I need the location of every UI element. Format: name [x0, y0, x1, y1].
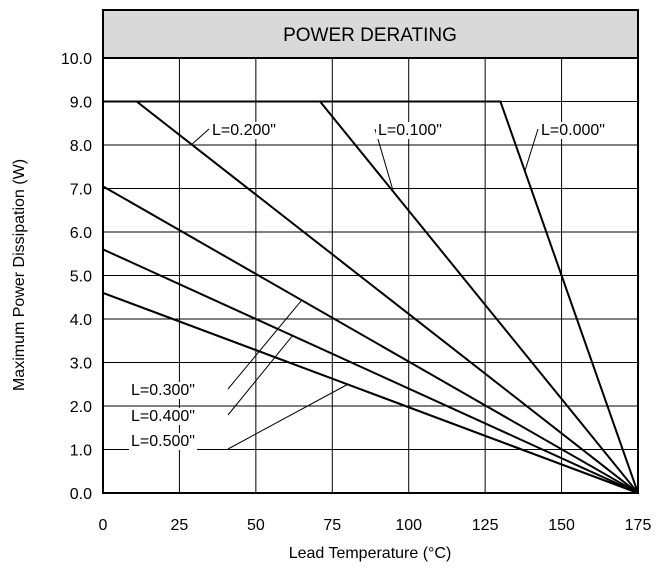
- x-tick-label: 150: [548, 517, 575, 534]
- x-tick-label: 50: [247, 517, 265, 534]
- series-line: [103, 100, 639, 494]
- x-tick-label: 25: [171, 517, 189, 534]
- y-tick-label: 4.0: [70, 312, 92, 329]
- y-tick-label: 5.0: [70, 269, 92, 286]
- series-label-bg: [129, 433, 197, 450]
- label-leader: [374, 128, 394, 192]
- y-tick-label: 6.0: [70, 225, 92, 242]
- x-tick-label: 175: [625, 517, 652, 534]
- x-axis-title: Lead Temperature (°C): [289, 545, 452, 562]
- series-label-bg: [376, 122, 444, 139]
- series-label: L=0.500": [131, 433, 195, 450]
- y-tick-label: 1.0: [70, 443, 92, 460]
- label-leader: [524, 128, 539, 172]
- series-label: L=0.100": [378, 122, 442, 139]
- series-line: [102, 248, 639, 494]
- label-leader: [227, 299, 303, 390]
- y-tick-label: 7.0: [70, 182, 92, 199]
- label-leader: [227, 383, 348, 450]
- x-tick-label: 125: [472, 517, 499, 534]
- series-label: L=0.200": [212, 122, 276, 139]
- y-tick-label: 0.0: [70, 486, 92, 503]
- label-leader: [227, 335, 293, 416]
- x-tick-labels: 0 25 50 75 100 125 150 175: [99, 517, 652, 534]
- series-label-bg: [129, 382, 197, 399]
- y-tick-label: 10.0: [61, 51, 92, 68]
- y-tick-label: 8.0: [70, 138, 92, 155]
- label-leader-lines: [191, 128, 539, 450]
- series-line: [103, 100, 639, 494]
- series-label: L=0.300": [131, 382, 195, 399]
- series-labels: L=0.000" L=0.100" L=0.200" L=0.300" L=0.400"…: [129, 122, 607, 450]
- y-tick-labels: 0.0 1.0 2.0 3.0 4.0 5.0 6.0 7.0 8.0 9.0 10.0: [61, 51, 92, 503]
- series-label-bg: [539, 122, 607, 139]
- series-label: L=0.400": [131, 408, 195, 425]
- series-line: [102, 185, 639, 494]
- label-leader: [191, 128, 210, 145]
- y-tick-label: 3.0: [70, 356, 92, 373]
- series-label-bg: [210, 122, 278, 139]
- y-tick-label: 9.0: [70, 95, 92, 112]
- x-tick-label: 0: [99, 517, 108, 534]
- series-line: [102, 291, 639, 494]
- x-tick-label: 100: [395, 517, 422, 534]
- series-label-bg: [129, 408, 197, 425]
- series-label: L=0.000": [541, 122, 605, 139]
- y-axis-title: Maximum Power Dissipation (W): [11, 159, 28, 391]
- chart-title: POWER DERATING: [283, 25, 457, 46]
- plot-frame: [102, 57, 639, 494]
- title-band: [102, 9, 639, 59]
- series-lines: [102, 100, 639, 494]
- x-tick-label: 75: [323, 517, 341, 534]
- y-tick-label: 2.0: [70, 399, 92, 416]
